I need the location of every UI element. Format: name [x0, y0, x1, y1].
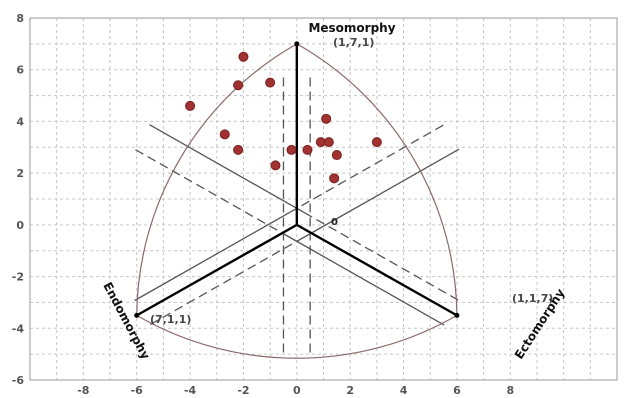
y-tick-label: -2	[12, 271, 24, 284]
x-tick-label: -6	[131, 384, 144, 397]
data-point	[371, 137, 382, 148]
data-point	[270, 160, 281, 171]
plot-frame	[29, 17, 618, 381]
label-endomorphy: Endomorphy	[100, 280, 152, 362]
y-tick-label: -4	[12, 322, 25, 335]
guide-line-lower-right	[303, 212, 460, 302]
somatotype-axes	[134, 41, 460, 318]
guide-line-upper-right	[303, 148, 460, 238]
x-tick-label: -8	[77, 384, 89, 397]
y-tick-label: 6	[16, 64, 24, 77]
data-point	[323, 137, 334, 148]
tick-labels: -8 -6 -4 -2 0 2 4 6 8 -6 -4 -2 0 2 4 6 8	[12, 12, 514, 397]
data-point	[286, 144, 297, 155]
grid	[29, 17, 618, 381]
y-tick-label: 2	[16, 167, 24, 180]
guide-line-upper-left	[134, 148, 290, 238]
boundary-arc-right	[296, 43, 458, 316]
data-point	[331, 150, 342, 161]
dashed-guide-lines	[134, 77, 460, 355]
guide-line-lower-left	[149, 236, 305, 326]
vertex-marker	[134, 312, 140, 318]
data-point	[219, 129, 230, 140]
guide-line-lower-right	[289, 236, 445, 326]
coord-ectomorphy: (1,1,7)	[512, 292, 553, 305]
data-point	[329, 173, 340, 184]
y-tick-label: -6	[12, 374, 25, 387]
x-tick-label: 8	[506, 384, 514, 397]
axis-endomorphy	[136, 223, 298, 317]
boundary-arc-bottom	[136, 314, 458, 359]
x-tick-label: 6	[453, 384, 461, 397]
y-tick-label: 8	[16, 12, 24, 25]
data-point	[302, 144, 313, 155]
y-tick-label: 0	[16, 219, 24, 232]
vertex-labels: Mesomorphy (1,7,1) Endomorphy (7,1,1) Ec…	[100, 21, 567, 362]
coord-mesomorphy: (1,7,1)	[333, 36, 374, 49]
guide-line-upper-left	[149, 124, 305, 214]
origin-label: 0	[331, 217, 338, 228]
x-tick-label: 2	[346, 384, 354, 397]
x-tick-label: 0	[293, 384, 301, 397]
axis-ectomorphy	[296, 223, 458, 317]
somatochart-boundary	[136, 43, 458, 359]
data-point	[233, 80, 244, 91]
vertex-marker	[454, 312, 460, 318]
label-mesomorphy: Mesomorphy	[308, 21, 395, 35]
y-tick-label: 4	[16, 115, 24, 128]
data-point	[265, 77, 276, 88]
data-point	[233, 144, 244, 155]
boundary-arc-left	[136, 43, 298, 316]
data-point	[185, 100, 196, 111]
guide-line-lower-left	[134, 212, 290, 302]
data-point	[321, 113, 332, 124]
x-tick-label: 4	[400, 384, 408, 397]
data-point	[238, 51, 249, 62]
x-tick-label: -2	[237, 384, 249, 397]
guide-line-upper-right	[289, 124, 445, 214]
vertex-marker	[294, 41, 300, 47]
coord-endomorphy: (7,1,1)	[150, 313, 191, 326]
data-points	[185, 51, 382, 184]
x-tick-label: -4	[184, 384, 197, 397]
